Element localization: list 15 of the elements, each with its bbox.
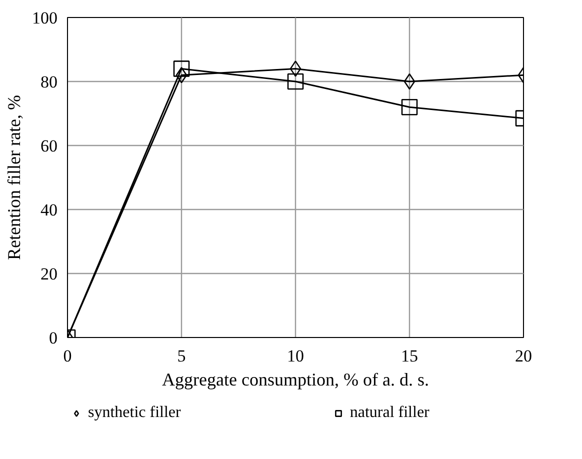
x-tick-label: 15: [401, 346, 418, 366]
x-tick-label: 10: [287, 346, 304, 366]
y-tick-label: 0: [49, 328, 58, 348]
y-tick-label: 20: [40, 264, 58, 284]
y-tick-label: 60: [40, 136, 58, 156]
y-tick-label: 100: [32, 8, 58, 28]
legend-label: natural filler: [350, 404, 430, 422]
y-axis-title: Retention filler rate, %: [4, 95, 24, 260]
x-tick-label: 0: [63, 346, 72, 366]
legend-label: synthetic filler: [88, 404, 181, 422]
x-tick-label: 20: [515, 346, 532, 366]
x-tick-label: 5: [177, 346, 186, 366]
y-tick-label: 80: [40, 72, 58, 92]
y-tick-label: 40: [40, 200, 58, 220]
x-axis-title: Aggregate consumption, % of a. d. s.: [162, 370, 429, 390]
